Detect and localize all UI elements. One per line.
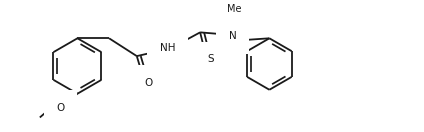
- Text: Me: Me: [226, 4, 241, 14]
- Text: N: N: [229, 31, 237, 41]
- Text: NH: NH: [160, 43, 175, 53]
- Text: S: S: [208, 54, 214, 64]
- Text: O: O: [145, 78, 153, 88]
- Text: O: O: [56, 103, 65, 113]
